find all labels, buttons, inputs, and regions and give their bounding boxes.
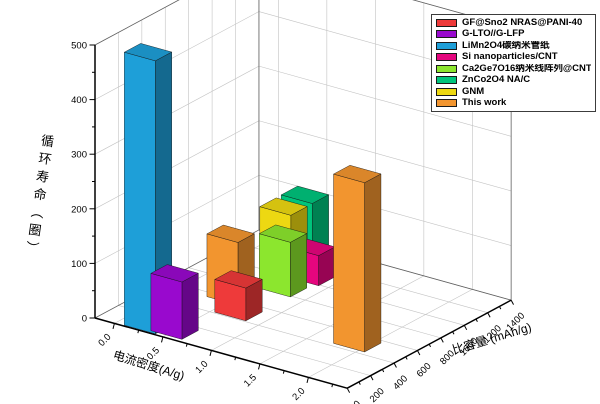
legend-swatch bbox=[436, 76, 457, 85]
legend-item: Si nanoparticles/CNT bbox=[436, 52, 591, 62]
bar-2 bbox=[124, 43, 172, 335]
legend-item: ZnCo2O4 NA/C bbox=[436, 75, 591, 85]
depth-tick-label: 0 bbox=[352, 399, 364, 404]
legend-item: LiMn2O4碳纳米管纸 bbox=[436, 41, 591, 51]
z-tick-label: 300 bbox=[71, 150, 87, 161]
legend-swatch bbox=[436, 30, 457, 39]
depth-tick-label: 600 bbox=[415, 361, 434, 380]
legend-swatch bbox=[436, 64, 457, 73]
legend-swatch bbox=[436, 87, 457, 96]
legend-item: Ca2Ge7O16纳米线阵列@CNT bbox=[436, 64, 591, 74]
z-tick-label: 400 bbox=[71, 95, 87, 106]
legend-swatch bbox=[436, 98, 457, 107]
legend-label: GNM bbox=[462, 86, 485, 97]
legend-label: Ca2Ge7O16纳米线阵列@CNT bbox=[462, 63, 591, 74]
legend-item: GF@Sno2 NRAS@PANI-40 bbox=[436, 18, 591, 28]
x-tick-label: 2.0 bbox=[290, 386, 307, 403]
legend-swatch bbox=[436, 19, 457, 27]
bar-7 bbox=[333, 165, 382, 353]
legend-label: G-LTO//G-LFP bbox=[462, 29, 525, 40]
legend-swatch bbox=[436, 41, 457, 50]
bar-1 bbox=[150, 264, 199, 340]
x-tick-label: 1.5 bbox=[242, 372, 259, 389]
bar-0 bbox=[214, 270, 263, 322]
legend-item: This work bbox=[436, 98, 591, 108]
depth-tick-label: 400 bbox=[391, 373, 410, 392]
legend-label: ZnCo2O4 NA/C bbox=[462, 75, 531, 86]
z-tick-label: 0 bbox=[82, 314, 87, 325]
z-tick-label: 200 bbox=[71, 204, 87, 215]
legend-label: LiMn2O4碳纳米管纸 bbox=[462, 40, 550, 51]
z-tick-label: 500 bbox=[71, 41, 87, 52]
z-tick-label: 100 bbox=[71, 259, 87, 270]
depth-tick-label: 200 bbox=[368, 386, 387, 404]
legend-label: GF@Sno2 NRAS@PANI-40 bbox=[462, 18, 583, 28]
bar-4 bbox=[259, 224, 307, 298]
bars bbox=[124, 43, 382, 353]
x-tick-label: 0.0 bbox=[96, 332, 113, 349]
legend-item: G-LTO//G-LFP bbox=[436, 29, 591, 39]
legend-item: GNM bbox=[436, 87, 591, 97]
legend-label: Si nanoparticles/CNT bbox=[462, 52, 558, 63]
legend-label: This work bbox=[462, 97, 507, 108]
legend-swatch bbox=[436, 53, 457, 62]
x-tick-label: 1.0 bbox=[193, 359, 210, 376]
legend: GF@Sno2 NRAS@PANI-40 G-LTO//G-LFP LiMn2O4碳… bbox=[431, 14, 596, 112]
